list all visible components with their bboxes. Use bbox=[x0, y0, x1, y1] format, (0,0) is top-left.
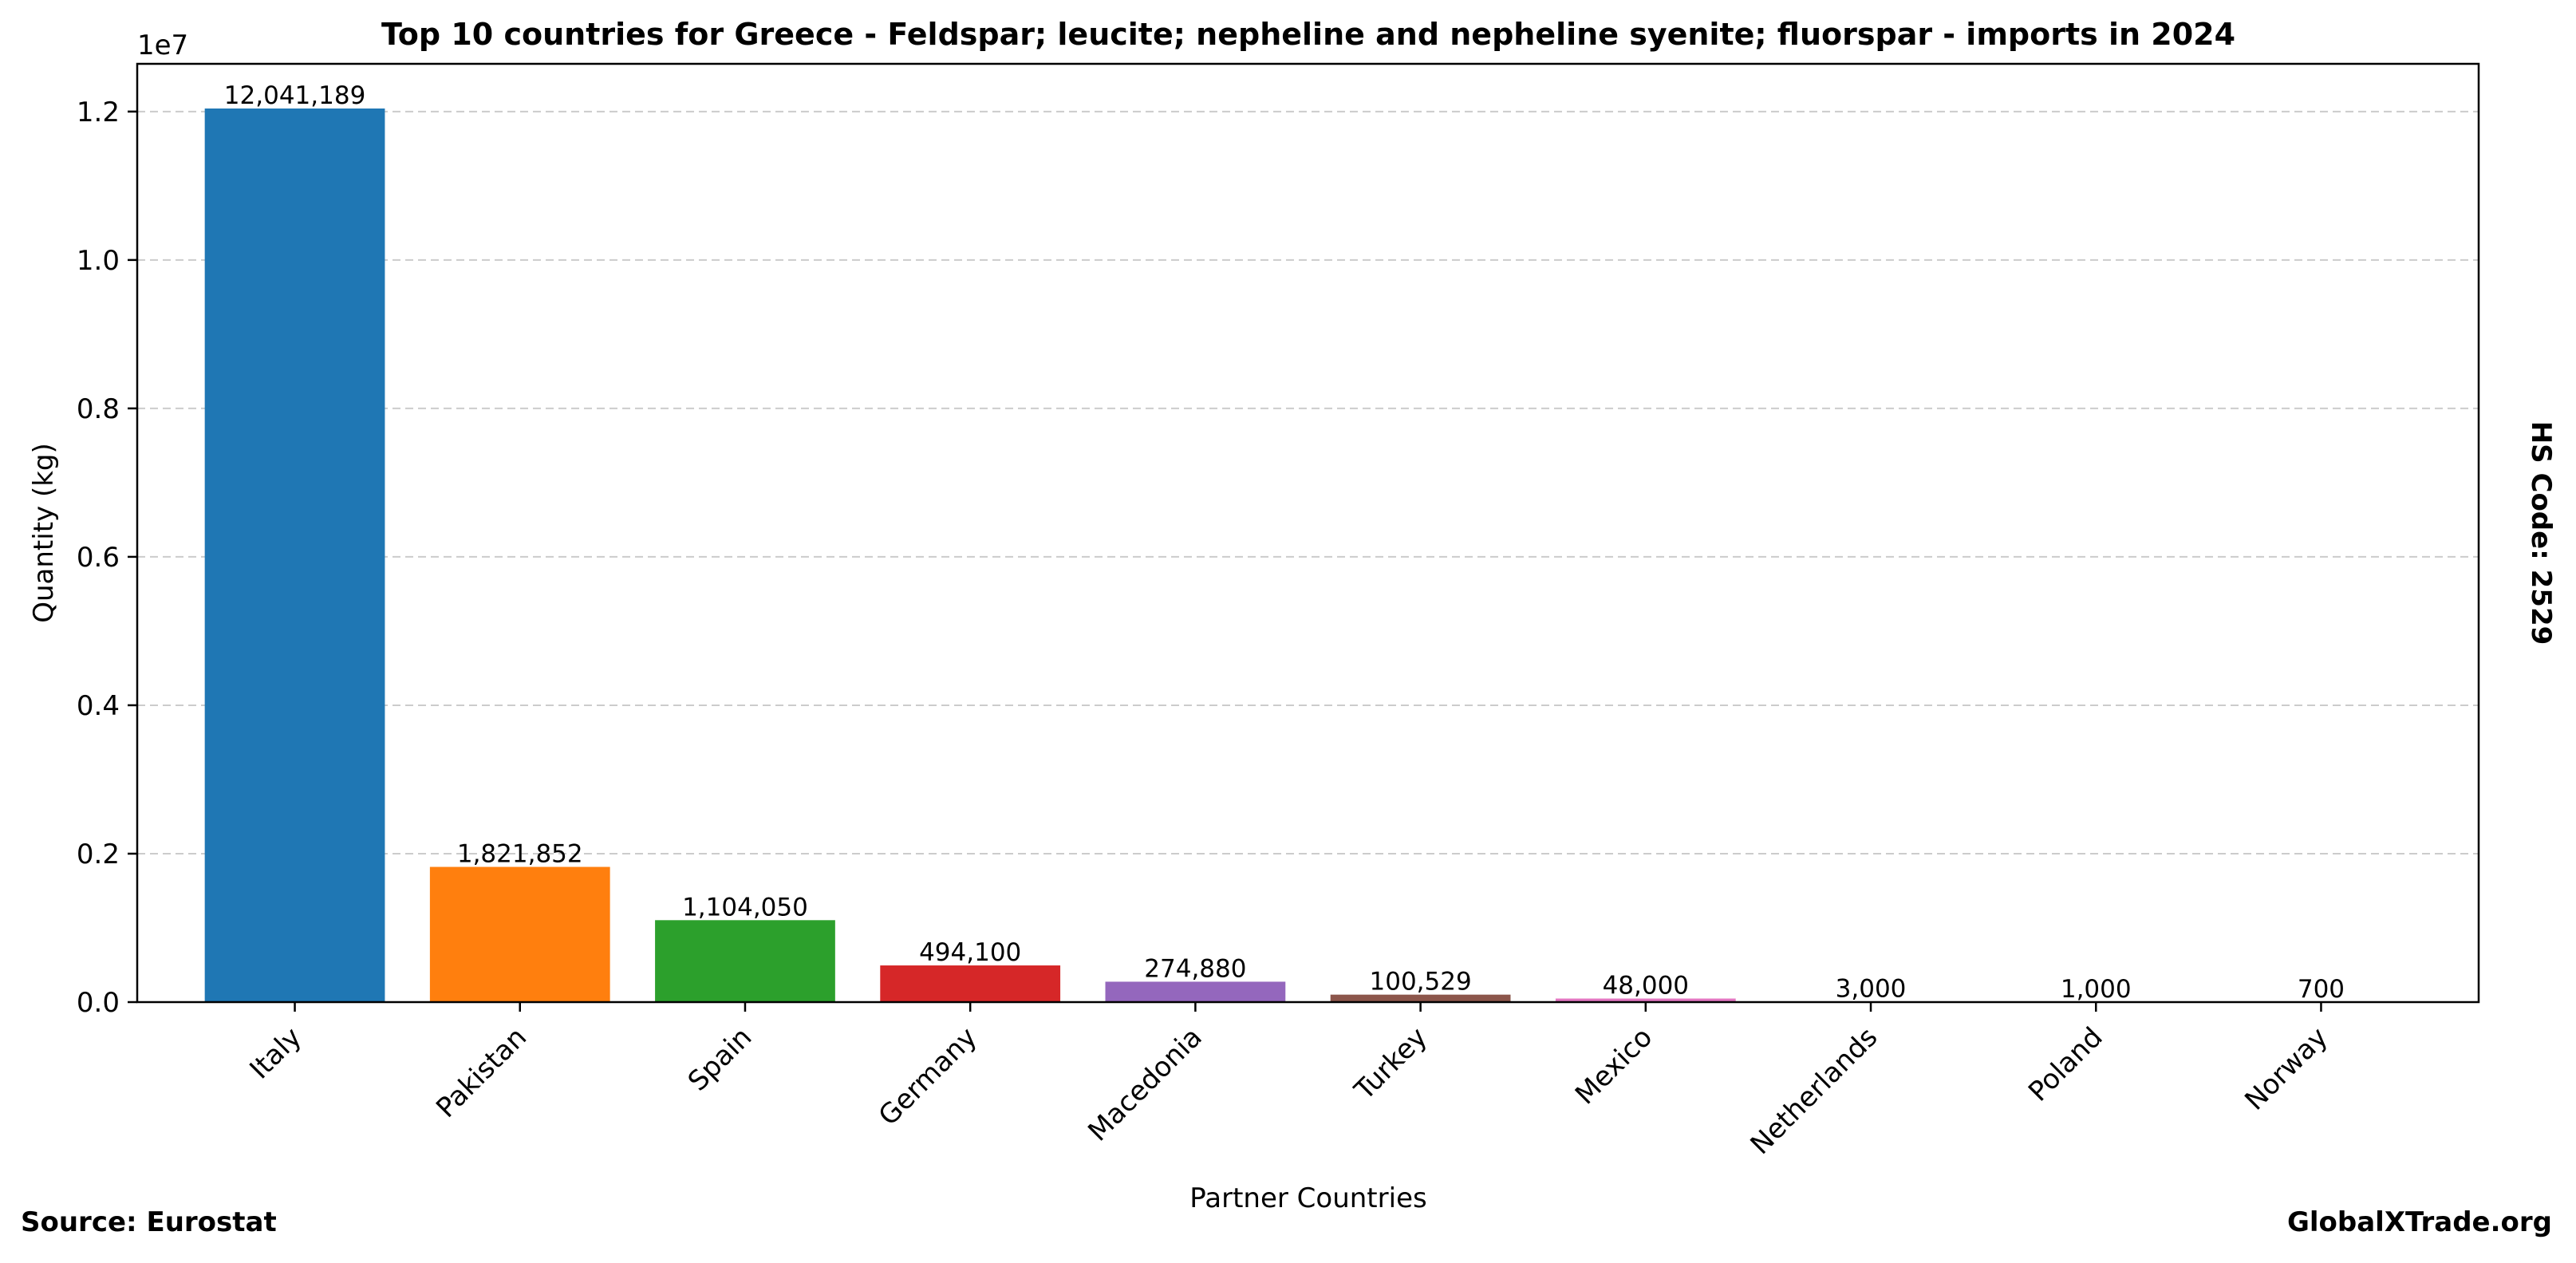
x-tick-label-macedonia: Macedonia bbox=[1082, 1021, 1208, 1147]
value-labels: 12,041,189 1,821,852 1,104,050 494,100 274,8… bbox=[224, 81, 2345, 1004]
x-tick-label-norway: Norway bbox=[2239, 1021, 2333, 1116]
y-tick-label: 0.2 bbox=[77, 839, 120, 870]
x-axis-ticks: Italy Pakistan Spain Germany Macedonia Turkey… bbox=[243, 1002, 2334, 1161]
bar-turkey bbox=[1330, 994, 1511, 1002]
y-tick-label: 0.8 bbox=[77, 393, 120, 425]
bar-spain bbox=[655, 920, 835, 1002]
source-note: Source: Eurostat bbox=[21, 1206, 277, 1238]
y-tick-label: 0.4 bbox=[77, 690, 120, 722]
y-tick-label: 1.2 bbox=[77, 97, 120, 128]
x-tick-label-spain: Spain bbox=[682, 1021, 758, 1097]
y-axis-label: Quantity (kg) bbox=[28, 443, 60, 623]
value-label-italy: 12,041,189 bbox=[224, 81, 366, 110]
bar-italy bbox=[204, 108, 385, 1002]
x-tick-label-germany: Germany bbox=[873, 1021, 984, 1132]
grid-lines bbox=[137, 110, 2479, 854]
y-tick-label: 1.0 bbox=[77, 245, 120, 277]
plot-frame bbox=[136, 62, 2480, 1004]
value-label-mexico: 48,000 bbox=[1603, 972, 1689, 1001]
x-tick-label-pakistan: Pakistan bbox=[430, 1021, 533, 1124]
value-label-turkey: 100,529 bbox=[1370, 968, 1472, 997]
value-label-norway: 700 bbox=[2298, 975, 2345, 1004]
x-tick-label-turkey: Turkey bbox=[1348, 1021, 1434, 1107]
x-tick-label-netherlands: Netherlands bbox=[1745, 1021, 1884, 1161]
x-tick-label-italy: Italy bbox=[243, 1021, 307, 1085]
value-label-spain: 1,104,050 bbox=[682, 893, 808, 922]
x-axis-label: Partner Countries bbox=[1189, 1182, 1426, 1214]
y-tick-label: 0.6 bbox=[77, 542, 120, 574]
value-label-netherlands: 3,000 bbox=[1836, 975, 1907, 1004]
x-tick-label-mexico: Mexico bbox=[1569, 1021, 1659, 1111]
brand-watermark: GlobalXTrade.org bbox=[2286, 1206, 2552, 1238]
y-axis-ticks: 0.0 0.2 0.4 0.6 0.8 1.0 1.2 bbox=[77, 97, 137, 1019]
y-offset-label: 1e7 bbox=[137, 30, 188, 61]
bars bbox=[204, 108, 2412, 1002]
bar-macedonia bbox=[1105, 981, 1286, 1002]
bar-pakistan bbox=[429, 866, 610, 1002]
hs-code-label: HS Code: 2529 bbox=[2525, 421, 2557, 645]
bar-germany bbox=[880, 965, 1061, 1002]
value-label-poland: 1,000 bbox=[2061, 975, 2132, 1004]
value-label-pakistan: 1,821,852 bbox=[457, 840, 583, 869]
x-tick-label-poland: Poland bbox=[2022, 1021, 2109, 1108]
value-label-macedonia: 274,880 bbox=[1144, 954, 1246, 983]
y-tick-label: 0.0 bbox=[77, 987, 120, 1019]
bar-mexico bbox=[1555, 998, 1736, 1002]
value-label-germany: 494,100 bbox=[919, 938, 1021, 967]
chart-title: Top 10 countries for Greece - Feldspar; … bbox=[381, 17, 2235, 52]
